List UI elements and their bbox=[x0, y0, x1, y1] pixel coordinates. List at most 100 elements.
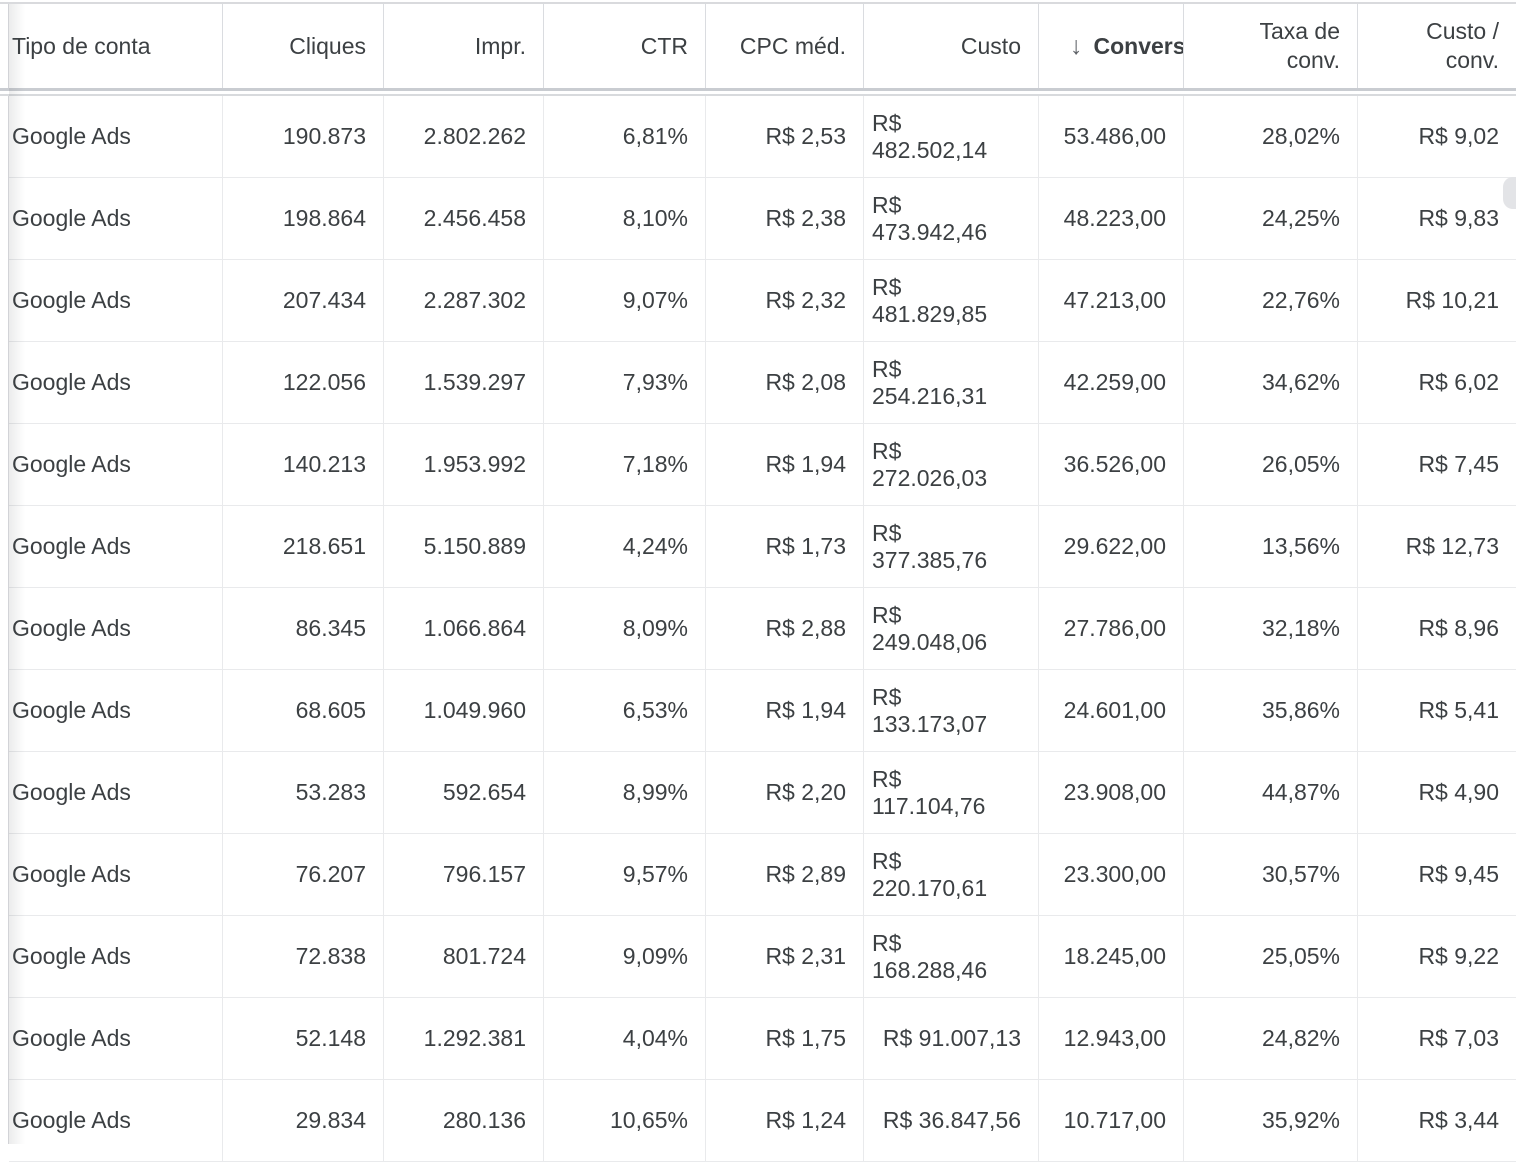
cell-conversions: 10.717,00 bbox=[1039, 1080, 1184, 1161]
cell-cost_per_conv: R$ 12,73 bbox=[1405, 533, 1499, 559]
cell-ctr: 4,04% bbox=[544, 998, 706, 1079]
cell-cost_per_conv: R$ 9,83 bbox=[1418, 205, 1499, 231]
cell-cost: R$ 473.942,46 bbox=[864, 178, 1039, 259]
column-header-label: Custo bbox=[960, 32, 1021, 59]
data-table: Tipo de conta Cliques Impr. CTR CPC méd. Cust… bbox=[8, 4, 1516, 1162]
cell-impressions: 1.539.297 bbox=[384, 342, 544, 423]
cell-conversions: 47.213,00 bbox=[1039, 260, 1184, 341]
column-header-label: CTR bbox=[640, 32, 688, 59]
cell-impressions: 280.136 bbox=[384, 1080, 544, 1161]
cell-cost: R$ 117.104,76 bbox=[864, 752, 1039, 833]
column-header-cost_per_conv[interactable]: Custo / conv. bbox=[1358, 4, 1516, 88]
cell-avg_cpc: R$ 1,73 bbox=[706, 506, 864, 587]
column-header-label: Cliques bbox=[289, 32, 366, 59]
table-row[interactable]: Google Ads 52.148 1.292.381 4,04% R$ 1,75 R$ … bbox=[9, 998, 1516, 1080]
cell-conv_rate: 35,92% bbox=[1184, 1080, 1358, 1161]
cell-avg_cpc: R$ 2,38 bbox=[706, 178, 864, 259]
cell-ctr: 8,09% bbox=[544, 588, 706, 669]
cell-avg_cpc: R$ 2,20 bbox=[706, 752, 864, 833]
cell-cost_per_conv: R$ 8,96 bbox=[1418, 615, 1499, 641]
cell-clicks: 72.838 bbox=[223, 916, 384, 997]
column-header-label: Custo / conv. bbox=[1426, 18, 1499, 73]
column-header-cost[interactable]: Custo bbox=[864, 4, 1039, 88]
table-row[interactable]: Google Ads 53.283 592.654 8,99% R$ 2,20 R$ 11… bbox=[9, 752, 1516, 834]
column-header-conversions[interactable]: ↓ Convers bbox=[1039, 4, 1184, 88]
cell-clicks: 190.873 bbox=[223, 96, 384, 177]
column-header-avg_cpc[interactable]: CPC méd. bbox=[706, 4, 864, 88]
cell-account_type: Google Ads bbox=[9, 178, 223, 259]
cell-clicks: 52.148 bbox=[223, 998, 384, 1079]
table-row[interactable]: Google Ads 140.213 1.953.992 7,18% R$ 1,94 R$… bbox=[9, 424, 1516, 506]
cell-conv_rate: 34,62% bbox=[1184, 342, 1358, 423]
cell-impressions: 1.049.960 bbox=[384, 670, 544, 751]
cell-avg_cpc: R$ 1,75 bbox=[706, 998, 864, 1079]
cell-cost: R$ 249.048,06 bbox=[864, 588, 1039, 669]
table-row[interactable]: Google Ads 218.651 5.150.889 4,24% R$ 1,73 R$… bbox=[9, 506, 1516, 588]
cell-account_type: Google Ads bbox=[9, 1080, 223, 1161]
cell-ctr: 8,99% bbox=[544, 752, 706, 833]
column-header-account_type[interactable]: Tipo de conta bbox=[9, 4, 223, 88]
cell-conversions: 23.908,00 bbox=[1039, 752, 1184, 833]
column-header-label: Taxa de conv. bbox=[1259, 18, 1340, 73]
cell-cost_per_conv: R$ 7,45 bbox=[1418, 451, 1499, 477]
cell-account_type: Google Ads bbox=[9, 670, 223, 751]
cell-cost: R$ 254.216,31 bbox=[864, 342, 1039, 423]
cell-conversions: 12.943,00 bbox=[1039, 998, 1184, 1079]
cell-avg_cpc: R$ 2,53 bbox=[706, 96, 864, 177]
cell-impressions: 1.292.381 bbox=[384, 998, 544, 1079]
column-header-clicks[interactable]: Cliques bbox=[223, 4, 384, 88]
cell-account_type: Google Ads bbox=[9, 998, 223, 1079]
cell-cost: R$ 91.007,13 bbox=[864, 998, 1039, 1079]
cell-ctr: 9,09% bbox=[544, 916, 706, 997]
cell-conversions: 53.486,00 bbox=[1039, 96, 1184, 177]
cell-cost: R$ 481.829,85 bbox=[864, 260, 1039, 341]
cell-account_type: Google Ads bbox=[9, 916, 223, 997]
cell-account_type: Google Ads bbox=[9, 342, 223, 423]
cell-account_type: Google Ads bbox=[9, 588, 223, 669]
table-row[interactable]: Google Ads 122.056 1.539.297 7,93% R$ 2,08 R$… bbox=[9, 342, 1516, 424]
table-row[interactable]: Google Ads 207.434 2.287.302 9,07% R$ 2,32 R$… bbox=[9, 260, 1516, 342]
cell-account_type: Google Ads bbox=[9, 834, 223, 915]
cell-clicks: 218.651 bbox=[223, 506, 384, 587]
cell-clicks: 53.283 bbox=[223, 752, 384, 833]
cell-account_type: Google Ads bbox=[9, 96, 223, 177]
cell-avg_cpc: R$ 1,94 bbox=[706, 424, 864, 505]
cell-clicks: 76.207 bbox=[223, 834, 384, 915]
cell-impressions: 796.157 bbox=[384, 834, 544, 915]
table-body: Google Ads 190.873 2.802.262 6,81% R$ 2,53 R$… bbox=[9, 96, 1516, 1162]
cell-cost: R$ 36.847,56 bbox=[864, 1080, 1039, 1161]
cell-ctr: 6,81% bbox=[544, 96, 706, 177]
table-row[interactable]: Google Ads 76.207 796.157 9,57% R$ 2,89 R$ 22… bbox=[9, 834, 1516, 916]
column-header-ctr[interactable]: CTR bbox=[544, 4, 706, 88]
cell-avg_cpc: R$ 2,32 bbox=[706, 260, 864, 341]
header-body-divider bbox=[0, 88, 1516, 96]
cell-cost: R$ 133.173,07 bbox=[864, 670, 1039, 751]
column-header-impressions[interactable]: Impr. bbox=[384, 4, 544, 88]
table-row[interactable]: Google Ads 72.838 801.724 9,09% R$ 2,31 R$ 16… bbox=[9, 916, 1516, 998]
cell-avg_cpc: R$ 1,94 bbox=[706, 670, 864, 751]
table-row[interactable]: Google Ads 68.605 1.049.960 6,53% R$ 1,94 R$ … bbox=[9, 670, 1516, 752]
table-row[interactable]: Google Ads 29.834 280.136 10,65% R$ 1,24 R$ 3… bbox=[9, 1080, 1516, 1162]
table-row[interactable]: Google Ads 198.864 2.456.458 8,10% R$ 2,38 R$… bbox=[9, 178, 1516, 260]
cell-clicks: 207.434 bbox=[223, 260, 384, 341]
cell-cost: R$ 168.288,46 bbox=[864, 916, 1039, 997]
cell-conv_rate: 30,57% bbox=[1184, 834, 1358, 915]
column-header-conv_rate[interactable]: Taxa de conv. bbox=[1184, 4, 1358, 88]
column-header-label: Convers bbox=[1093, 32, 1184, 59]
cell-conv_rate: 44,87% bbox=[1184, 752, 1358, 833]
cell-impressions: 5.150.889 bbox=[384, 506, 544, 587]
table-row[interactable]: Google Ads 190.873 2.802.262 6,81% R$ 2,53 R$… bbox=[9, 96, 1516, 178]
column-header-label: CPC méd. bbox=[739, 32, 846, 59]
cell-ctr: 10,65% bbox=[544, 1080, 706, 1161]
cell-cost_per_conv: R$ 10,21 bbox=[1405, 287, 1499, 313]
column-header-label: Tipo de conta bbox=[12, 32, 151, 59]
column-header-label: Impr. bbox=[474, 32, 526, 59]
cell-account_type: Google Ads bbox=[9, 424, 223, 505]
cell-conversions: 18.245,00 bbox=[1039, 916, 1184, 997]
table-row[interactable]: Google Ads 86.345 1.066.864 8,09% R$ 2,88 R$ … bbox=[9, 588, 1516, 670]
cell-conv_rate: 32,18% bbox=[1184, 588, 1358, 669]
vertical-scrollbar-thumb[interactable] bbox=[1503, 177, 1516, 209]
cell-avg_cpc: R$ 2,89 bbox=[706, 834, 864, 915]
cell-impressions: 2.456.458 bbox=[384, 178, 544, 259]
cell-avg_cpc: R$ 2,88 bbox=[706, 588, 864, 669]
